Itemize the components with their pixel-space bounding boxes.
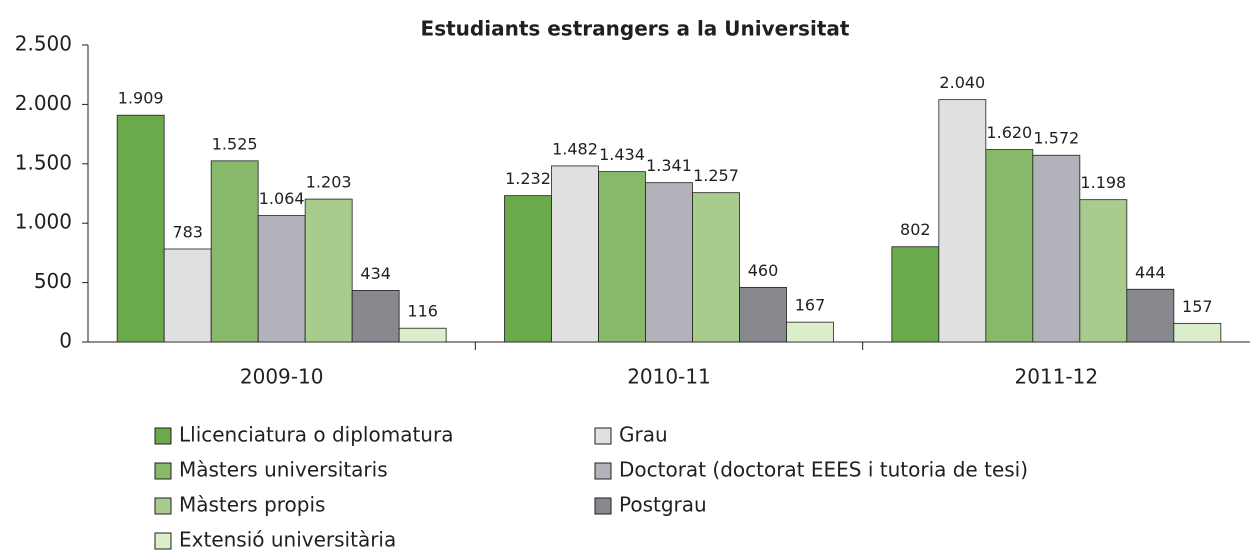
bar (786, 321, 834, 343)
bar (257, 215, 306, 343)
y-tick-label: 500 (34, 269, 72, 293)
bar (692, 192, 740, 343)
legend-label: Postgrau (619, 493, 707, 517)
bar (645, 182, 693, 343)
bar (985, 149, 1034, 343)
legend-swatch (154, 427, 172, 445)
data-label: 1.198 (1080, 173, 1126, 192)
bar (1173, 322, 1222, 343)
data-label: 434 (360, 264, 391, 283)
data-label: 1.909 (118, 89, 164, 108)
legend-label: Grau (619, 423, 668, 447)
legend-label: Màsters propis (179, 493, 325, 517)
data-label: 1.482 (552, 139, 598, 158)
bar (116, 114, 165, 343)
data-label: 1.341 (646, 156, 692, 175)
data-label: 1.257 (693, 166, 739, 185)
data-label: 444 (1135, 263, 1166, 282)
data-label: 2.040 (939, 73, 985, 92)
data-label: 1.434 (599, 145, 645, 164)
y-tick-label: 1.000 (15, 210, 72, 234)
x-tick-label: 2009-10 (240, 365, 324, 389)
y-tick-label: 2.500 (15, 32, 72, 56)
bar (1079, 199, 1128, 343)
data-label: 802 (900, 220, 931, 239)
bar (891, 246, 940, 343)
chart-title: Estudiants estrangers a la Universitat (421, 17, 850, 41)
x-tick-label: 2010-11 (627, 365, 711, 389)
bar (739, 286, 787, 343)
data-label: 116 (407, 302, 438, 321)
data-label: 1.064 (259, 189, 305, 208)
y-tick-label: 1.500 (15, 150, 72, 174)
legend-swatch (154, 497, 172, 515)
bar (304, 198, 353, 343)
legend-swatch (594, 462, 612, 480)
legend-label: Màsters universitaris (179, 458, 388, 482)
data-label: 1.232 (505, 169, 551, 188)
bar (551, 165, 599, 343)
legend-swatch (154, 462, 172, 480)
legend-swatch (154, 532, 172, 550)
bar (938, 99, 987, 343)
bar (598, 171, 646, 343)
data-label: 1.572 (1033, 129, 1079, 148)
data-label: 783 (172, 222, 203, 241)
bar (210, 160, 259, 343)
bar (1126, 288, 1175, 343)
legend-label: Doctorat (doctorat EEES i tutoria de tes… (619, 458, 1028, 482)
y-tick-label: 2.000 (15, 91, 72, 115)
bar (504, 195, 552, 343)
data-label: 1.525 (212, 134, 258, 153)
legend-label: Extensió universitària (179, 528, 396, 552)
legend-swatch (594, 427, 612, 445)
legend-swatch (594, 497, 612, 515)
data-label: 1.620 (986, 123, 1032, 142)
bar (1032, 154, 1081, 343)
x-tick-label: 2011-12 (1015, 365, 1099, 389)
data-label: 167 (795, 296, 826, 315)
data-label: 157 (1182, 297, 1213, 316)
y-tick-label: 0 (59, 329, 72, 353)
bar (398, 327, 447, 343)
bar (351, 290, 400, 343)
data-label: 1.203 (306, 173, 352, 192)
data-label: 460 (748, 261, 779, 280)
legend-label: Llicenciatura o diplomatura (179, 423, 453, 447)
bar (163, 248, 212, 343)
